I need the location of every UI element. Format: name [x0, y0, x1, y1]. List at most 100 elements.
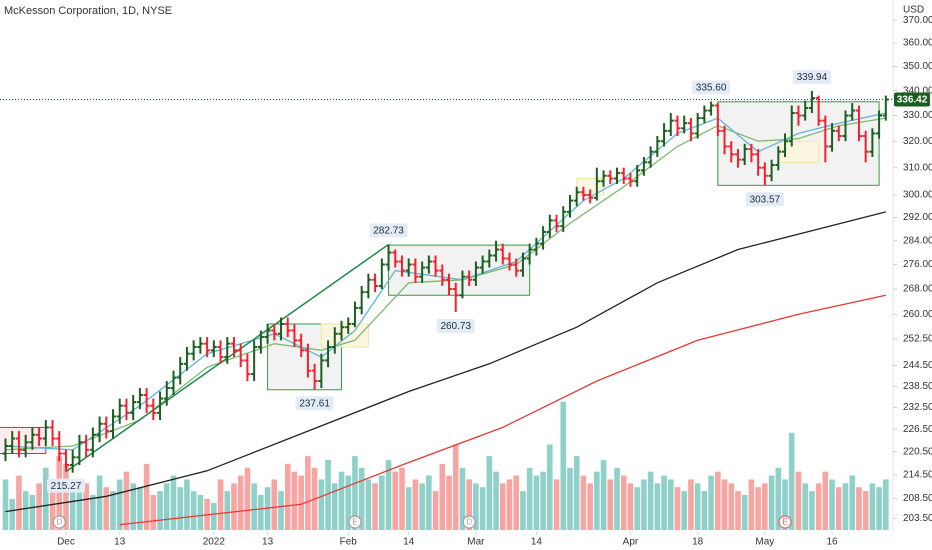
volume-bar	[83, 483, 89, 530]
volume-bar	[553, 479, 560, 530]
event-label: D	[466, 518, 472, 527]
volume-bar	[701, 491, 708, 530]
price-annotation: 335.60	[696, 83, 727, 94]
volume-bar	[170, 475, 177, 530]
volume-bar	[291, 471, 298, 530]
volume-bar	[9, 498, 16, 530]
volume-bar	[708, 475, 714, 530]
volume-bar	[681, 491, 688, 530]
y-tick-label: 208.50	[903, 493, 932, 504]
event-marker	[778, 515, 792, 529]
volume-bar	[869, 483, 876, 530]
volume-bar	[560, 401, 567, 530]
volume-bar	[365, 479, 372, 530]
volume-bar	[190, 491, 197, 530]
y-tick-label: 310.00	[903, 162, 932, 173]
price-annotation-box	[295, 396, 334, 411]
volume-bar	[103, 487, 110, 530]
volume-bar	[647, 471, 654, 530]
volume-bar	[876, 487, 882, 530]
volume-bar	[587, 483, 593, 530]
volume-bar	[358, 467, 365, 530]
volume-bar	[271, 479, 278, 530]
volume-bar	[473, 483, 479, 530]
volume-bar	[466, 479, 472, 530]
volume-bar	[197, 495, 204, 530]
volume-bar	[815, 483, 822, 530]
volume-bar	[809, 491, 815, 530]
x-tick-label: 13	[262, 537, 274, 548]
moving-average	[119, 294, 886, 526]
volume-bar	[479, 487, 486, 530]
volume-bar	[16, 475, 22, 530]
x-tick-label: Dec	[57, 537, 75, 548]
volume-bar	[143, 463, 150, 530]
price-annotation-box	[692, 80, 731, 95]
volume-bar	[634, 487, 640, 530]
y-tick-label: 232.50	[903, 402, 932, 413]
volume-bar	[641, 479, 647, 530]
volume-bar	[130, 483, 136, 530]
volume-bar	[163, 483, 170, 530]
volume-bar	[499, 483, 506, 530]
volume-bar	[439, 463, 446, 530]
volume-bar	[862, 491, 869, 530]
price-annotation-box	[745, 192, 784, 207]
x-tick-label: Feb	[340, 537, 358, 548]
volume-bar	[506, 479, 513, 530]
volume-bar	[842, 483, 849, 530]
volume-bar	[352, 456, 358, 530]
volume-bar	[594, 471, 600, 530]
volume-bar	[385, 460, 392, 530]
y-tick-label: 370.00	[903, 15, 932, 26]
volume-bar	[338, 471, 345, 530]
volume-bar	[211, 502, 217, 530]
price-annotation-box	[436, 318, 475, 333]
volume-bar	[405, 487, 412, 530]
volume-bar	[768, 475, 775, 530]
volume-bar	[278, 491, 284, 530]
y-tick-label: 203.50	[903, 513, 932, 524]
y-tick-label: 292.00	[903, 212, 932, 223]
volume-bar	[432, 491, 439, 530]
volume-bar	[580, 475, 587, 530]
event-marker	[348, 515, 362, 529]
volume-bar	[452, 444, 459, 530]
y-tick-label: 260.00	[903, 309, 932, 320]
range-box	[388, 244, 531, 296]
range-box	[320, 323, 369, 348]
volume-bar	[486, 456, 493, 530]
y-tick-label: 268.00	[903, 284, 932, 295]
volume-bar	[614, 467, 620, 530]
volume-bar	[721, 479, 728, 530]
volume-bar	[284, 463, 291, 530]
moving-average	[5, 117, 886, 451]
volume-bar	[748, 479, 755, 530]
volume-bar	[331, 483, 338, 530]
price-annotation: 339.94	[797, 72, 828, 83]
volume-bar	[688, 479, 694, 530]
y-tick-label: 340.00	[903, 85, 932, 96]
volume-bar	[459, 467, 466, 530]
volume-bar	[69, 479, 76, 530]
volume-bar	[157, 491, 163, 530]
volume-bar	[29, 495, 36, 530]
currency-label: USD	[903, 5, 924, 16]
y-tick-label: 320.00	[903, 136, 932, 147]
volume-bar	[782, 479, 788, 530]
event-label: D	[56, 518, 62, 527]
volume-bar	[49, 487, 56, 530]
volume-bar	[547, 444, 553, 530]
y-tick-label: 276.00	[903, 259, 932, 270]
volume-bar	[137, 487, 143, 530]
volume-bar	[600, 460, 607, 530]
y-tick-label: 220.50	[903, 446, 932, 457]
volume-bar	[419, 483, 425, 530]
volume-bar	[63, 463, 69, 530]
price-annotation-box	[369, 223, 408, 238]
volume-bar	[795, 471, 802, 530]
price-annotation-box	[792, 69, 831, 84]
last-price-label: 336.42	[897, 95, 928, 106]
volume-bar	[43, 467, 49, 530]
